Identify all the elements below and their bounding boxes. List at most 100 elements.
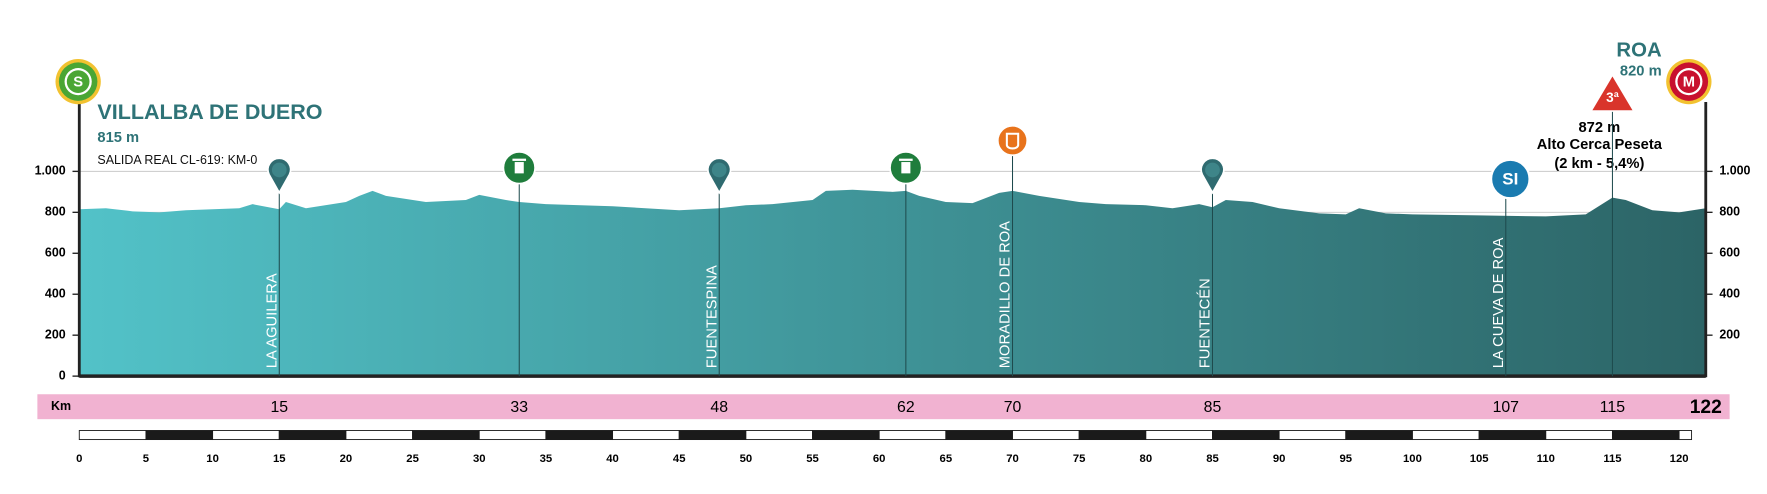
y-tick-label: 1.000 — [35, 164, 66, 178]
y-tick-label: 200 — [45, 327, 66, 341]
x-tick-label: 115 — [1603, 453, 1621, 465]
scale-segment — [812, 430, 880, 441]
x-tick-label: 90 — [1273, 453, 1286, 465]
x-tick-label: 120 — [1670, 453, 1689, 465]
scale-segment — [212, 430, 280, 441]
x-tick-label: 45 — [673, 453, 686, 465]
finish-badge-core — [1677, 70, 1701, 93]
km-mark: 15 — [270, 399, 288, 416]
pin-dot — [271, 162, 287, 178]
x-tick-label: 25 — [406, 453, 419, 465]
scale-segment — [1412, 430, 1480, 441]
town-label: LA CUEVA DE ROA — [1491, 237, 1507, 368]
x-tick-label: 60 — [873, 453, 886, 465]
y-tick-label: 600 — [45, 246, 66, 260]
scale-segment — [878, 430, 947, 441]
start-name: VILLALBA DE DUERO — [97, 100, 322, 124]
x-tick-label: 30 — [473, 453, 486, 465]
y-tick-label-right: 600 — [1719, 246, 1740, 260]
x-tick-label: 105 — [1470, 453, 1489, 465]
x-tick-label: 50 — [740, 453, 753, 465]
y-tick-label: 800 — [45, 205, 66, 219]
scale-segment — [678, 430, 747, 441]
km-mark: 107 — [1493, 399, 1520, 416]
scale-segment — [78, 430, 147, 441]
scale-segment — [1212, 430, 1280, 441]
scale-segment — [412, 430, 480, 441]
climb-detail: (2 km - 5,4%) — [1554, 156, 1644, 172]
x-tick-label: 80 — [1140, 453, 1153, 465]
finish-name: ROA — [1616, 39, 1662, 61]
y-tick-label: 0 — [59, 368, 66, 382]
x-tick-label: 0 — [76, 453, 82, 465]
town-label: LA AGUILERA — [264, 273, 280, 368]
y-tick-label: 400 — [45, 287, 66, 301]
sprint-icon — [1489, 158, 1531, 200]
km-mark: 115 — [1600, 399, 1625, 416]
scale-segment — [1345, 430, 1413, 441]
climb-name: Alto Cerca Peseta — [1537, 137, 1663, 153]
x-tick-label: 110 — [1537, 453, 1555, 465]
x-tick-label: 75 — [1073, 453, 1086, 465]
km-mark: 33 — [510, 399, 528, 416]
finish-elevation: 820 m — [1620, 63, 1662, 79]
y-tick-label-right: 800 — [1719, 205, 1740, 219]
km-mark: 85 — [1204, 399, 1222, 416]
km-band — [37, 394, 1730, 420]
scale-segment — [612, 430, 680, 441]
start-note: SALIDA REAL CL-619: KM-0 — [97, 153, 257, 167]
scale-segment — [345, 430, 414, 441]
x-tick-label: 15 — [273, 453, 286, 465]
scale-segment — [478, 430, 547, 441]
scale-segment — [1678, 430, 1693, 441]
scale-segment — [145, 430, 214, 441]
waste-lid — [899, 158, 913, 161]
x-tick-label: 65 — [940, 453, 953, 465]
scale-segment — [745, 430, 813, 441]
y-tick-label-right: 400 — [1719, 287, 1740, 301]
scale-segment — [1545, 430, 1613, 441]
elevation-area — [79, 189, 1706, 377]
scale-segment — [1145, 430, 1213, 441]
scale-segment — [278, 430, 347, 441]
waste-lid — [512, 158, 527, 161]
x-tick-label: 35 — [540, 453, 553, 465]
scale-segment — [1478, 430, 1547, 441]
climb-icon — [1589, 73, 1636, 112]
x-tick-label: 95 — [1340, 453, 1353, 465]
scale-segment — [545, 430, 614, 441]
x-tick-label: 5 — [143, 453, 149, 465]
start-elevation: 815 m — [97, 130, 139, 146]
pin-dot — [1205, 162, 1220, 178]
town-label: FUENTESPINA — [704, 265, 720, 368]
km-mark: 48 — [710, 399, 728, 416]
climb-category: 3ª — [1606, 90, 1620, 105]
km-label: Km — [51, 399, 71, 413]
scale-segment — [1078, 430, 1147, 441]
start-badge-letter: S — [73, 75, 83, 91]
km-mark: 62 — [897, 399, 915, 416]
finish-badge-letter: M — [1683, 75, 1695, 91]
x-tick-label: 55 — [806, 453, 819, 465]
km-mark: 70 — [1004, 399, 1022, 416]
y-tick-label-right: 200 — [1719, 327, 1740, 341]
x-tick-label: 20 — [340, 453, 353, 465]
town-label: FUENTECÉN — [1197, 278, 1214, 368]
pin-dot — [711, 162, 727, 178]
scale-segment — [1611, 430, 1680, 441]
waste-can — [514, 162, 524, 174]
x-tick-label: 40 — [606, 453, 619, 465]
y-tick-label-right: 1.000 — [1719, 164, 1750, 178]
feed-bag — [1005, 132, 1020, 150]
climb-elevation: 872 m — [1578, 120, 1620, 136]
waste-can — [901, 162, 911, 174]
x-tick-label: 85 — [1206, 453, 1219, 465]
scale-segment — [1278, 430, 1347, 441]
start-badge-core — [66, 70, 90, 93]
scale-segment — [945, 430, 1013, 441]
x-tick-label: 10 — [206, 453, 219, 465]
feed-icon — [996, 124, 1029, 157]
scale-segment — [1012, 430, 1080, 441]
km-mark: 122 — [1690, 397, 1722, 418]
